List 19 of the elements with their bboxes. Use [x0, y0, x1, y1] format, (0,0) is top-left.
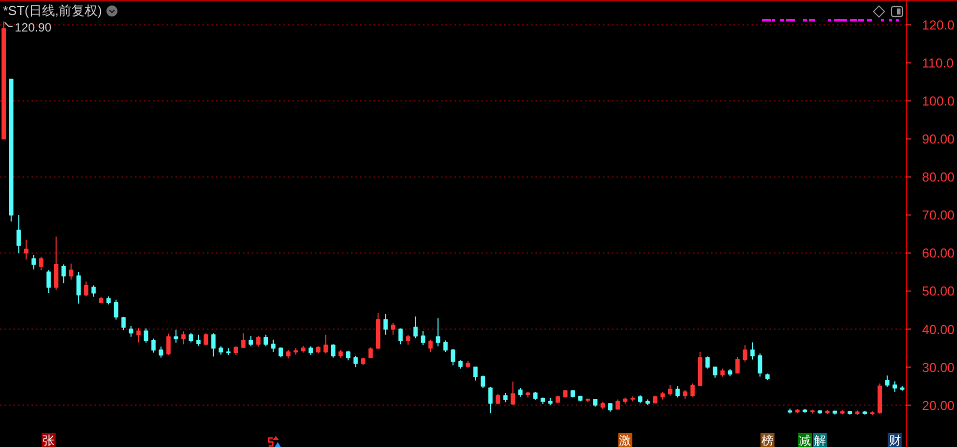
- x-tick-label: 财: [888, 433, 901, 447]
- ytick-label: 110.0: [922, 56, 954, 71]
- ytick-label: 60.00: [922, 246, 955, 261]
- ytick-label: 100.0: [922, 94, 955, 109]
- x-tick-label: 激: [619, 433, 632, 447]
- ytick-label: 30.00: [922, 360, 955, 375]
- ytick-label: 120.0: [922, 18, 955, 32]
- ytick-label: 50.00: [922, 284, 955, 299]
- x-tick-label: 榜: [761, 433, 774, 447]
- x-tick-label: 张: [42, 433, 55, 447]
- ytick-label: 20.00: [922, 398, 955, 413]
- ytick-label: 70.00: [922, 208, 955, 223]
- x-tick-label: 减: [798, 433, 811, 447]
- x-tick-label: 解: [814, 433, 826, 447]
- title: *ST(日线,前复权): [3, 3, 102, 18]
- ytick-label: 40.00: [922, 322, 955, 337]
- annotation: 120.90: [14, 20, 52, 35]
- ytick-label: 80.00: [922, 170, 955, 185]
- ytick-label: 90.00: [922, 132, 955, 147]
